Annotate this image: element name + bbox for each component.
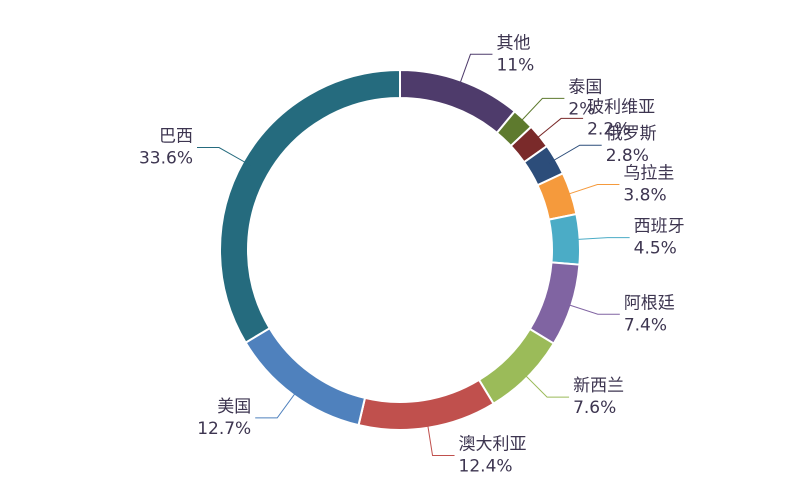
value-label: 12.7% [197, 419, 251, 439]
leader-line [255, 388, 299, 419]
slice [244, 326, 367, 427]
category-label: 其他 [496, 33, 530, 53]
value-label: 12.4% [459, 456, 513, 476]
slice [357, 378, 495, 431]
category-label: 澳大利亚 [459, 434, 527, 454]
category-label: 俄罗斯 [606, 124, 657, 144]
leader-line [563, 302, 620, 315]
leader-line [426, 419, 455, 456]
value-label: 2.2% [587, 119, 630, 139]
category-label: 西班牙 [634, 217, 685, 237]
value-label: 11% [496, 55, 534, 75]
value-label: 2% [568, 99, 595, 119]
category-label: 巴西 [159, 127, 193, 147]
category-label: 泰国 [568, 77, 602, 97]
leader-line [548, 144, 602, 164]
leader-line [197, 147, 251, 166]
leader-line [457, 53, 493, 89]
leader-line [571, 237, 630, 241]
slice [399, 68, 517, 135]
category-label: 美国 [217, 397, 251, 417]
value-label: 4.5% [634, 239, 677, 259]
leader-line [521, 371, 570, 398]
value-label: 7.4% [624, 315, 667, 335]
category-label: 乌拉圭 [623, 163, 674, 183]
category-label: 阿根廷 [624, 293, 675, 313]
slice [528, 261, 581, 345]
category-label: 玻利维亚 [587, 97, 655, 117]
slice [219, 68, 401, 344]
value-label: 3.8% [623, 185, 666, 205]
leader-line [532, 117, 584, 142]
leader-line [563, 183, 620, 197]
value-label: 33.6% [139, 149, 193, 169]
category-label: 新西兰 [573, 376, 624, 396]
value-label: 7.6% [573, 398, 616, 418]
value-label: 2.8% [606, 146, 649, 166]
leader-line [517, 97, 565, 125]
